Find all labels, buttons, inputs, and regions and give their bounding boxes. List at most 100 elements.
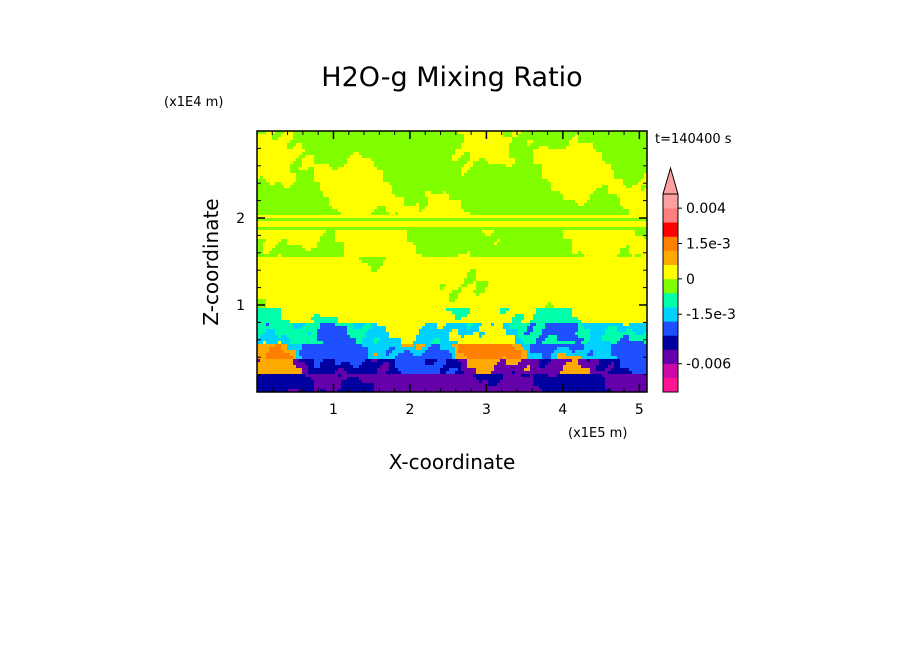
field-cell — [608, 179, 612, 183]
field-cell — [446, 149, 450, 153]
field-cell — [494, 227, 498, 231]
field-cell — [263, 164, 267, 168]
field-cell — [308, 221, 312, 225]
field-cell — [302, 194, 306, 198]
field-cell — [344, 143, 348, 147]
field-cell — [284, 200, 288, 204]
field-cell — [332, 164, 336, 168]
field-cell — [503, 191, 507, 195]
field-cell — [467, 230, 471, 234]
field-cell — [287, 164, 291, 168]
field-cell — [293, 200, 297, 204]
field-cell — [560, 194, 564, 198]
field-cell — [479, 134, 483, 138]
field-cell — [383, 215, 387, 219]
field-cell — [461, 164, 465, 168]
field-cell — [626, 215, 630, 219]
field-cell — [557, 233, 561, 237]
field-cell — [362, 182, 366, 186]
field-cell — [473, 224, 477, 228]
field-cell — [413, 224, 417, 228]
field-cell — [278, 182, 282, 186]
field-cell — [494, 239, 498, 243]
field-cell — [620, 209, 624, 213]
field-cell — [440, 164, 444, 168]
field-cell — [416, 188, 420, 192]
field-cell — [452, 236, 456, 240]
field-cell — [263, 170, 267, 174]
field-cell — [581, 218, 585, 222]
field-cell — [572, 194, 576, 198]
field-cell — [422, 158, 426, 162]
field-cell — [617, 137, 621, 141]
field-cell — [401, 161, 405, 165]
field-cell — [476, 173, 480, 177]
field-cell — [356, 155, 360, 159]
field-cell — [635, 155, 639, 159]
field-cell — [536, 209, 540, 213]
field-cell — [479, 182, 483, 186]
field-cell — [482, 191, 486, 195]
field-cell — [326, 143, 330, 147]
field-cell — [608, 242, 612, 246]
field-cell — [281, 161, 285, 165]
field-cell — [290, 227, 294, 231]
field-cell — [353, 182, 357, 186]
field-cell — [521, 230, 525, 234]
field-cell — [509, 131, 513, 135]
field-cell — [389, 245, 393, 249]
field-cell — [386, 242, 390, 246]
field-cell — [614, 212, 618, 216]
field-cell — [542, 209, 546, 213]
field-cell — [386, 209, 390, 213]
field-cell — [521, 149, 525, 153]
field-cell — [494, 170, 498, 174]
field-cell — [590, 236, 594, 240]
field-cell — [488, 149, 492, 153]
field-cell — [581, 164, 585, 168]
field-cell — [422, 215, 426, 219]
field-cell — [320, 188, 324, 192]
field-cell — [362, 161, 366, 165]
field-cell — [494, 209, 498, 213]
field-cell — [509, 149, 513, 153]
field-cell — [326, 146, 330, 150]
field-cell — [377, 224, 381, 228]
field-cell — [482, 200, 486, 204]
field-cell — [353, 152, 357, 156]
field-cell — [485, 182, 489, 186]
field-cell — [620, 233, 624, 237]
field-cell — [407, 179, 411, 183]
field-cell — [377, 245, 381, 249]
field-cell — [497, 188, 501, 192]
field-cell — [596, 170, 600, 174]
field-cell — [443, 224, 447, 228]
field-cell — [350, 203, 354, 207]
field-cell — [437, 158, 441, 162]
field-cell — [605, 179, 609, 183]
field-cell — [389, 140, 393, 144]
field-cell — [485, 188, 489, 192]
field-cell — [287, 182, 291, 186]
field-cell — [398, 209, 402, 213]
field-cell — [353, 218, 357, 222]
field-cell — [326, 188, 330, 192]
field-cell — [302, 152, 306, 156]
field-cell — [329, 227, 333, 231]
field-cell — [545, 170, 549, 174]
field-cell — [476, 197, 480, 201]
field-cell — [611, 236, 615, 240]
field-cell — [635, 185, 639, 189]
field-cell — [326, 236, 330, 240]
field-cell — [566, 170, 570, 174]
field-cell — [320, 134, 324, 138]
field-cell — [437, 200, 441, 204]
field-cell — [317, 152, 321, 156]
field-cell — [635, 209, 639, 213]
field-cell — [377, 233, 381, 237]
field-cell — [257, 137, 261, 141]
field-cell — [629, 158, 633, 162]
field-cell — [641, 230, 645, 234]
field-cell — [305, 146, 309, 150]
field-cell — [326, 239, 330, 243]
